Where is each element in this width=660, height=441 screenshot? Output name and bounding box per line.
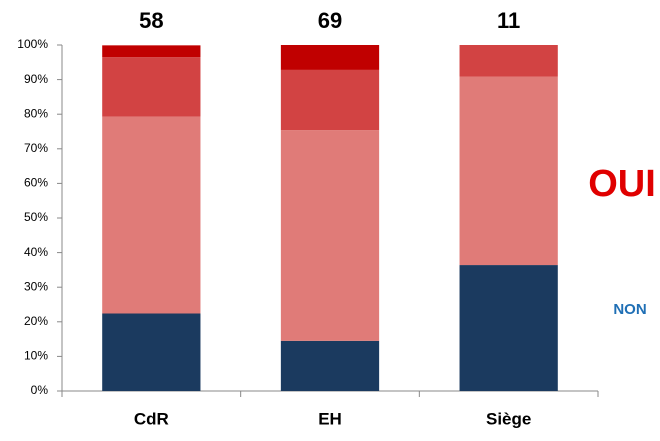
y-tick-label: 100%	[17, 37, 48, 51]
bar-segment	[280, 69, 380, 131]
y-tick-label: 0%	[31, 383, 49, 397]
annotation: OUI	[588, 163, 656, 205]
y-tick-label: 50%	[24, 210, 48, 224]
y-tick-label: 60%	[24, 176, 48, 190]
bar-segment	[102, 313, 201, 391]
y-tick-label: 20%	[24, 314, 48, 328]
bar-segment	[280, 45, 380, 70]
x-tick-label: Siège	[486, 409, 531, 428]
bar-segment	[102, 45, 201, 58]
bar-segment	[280, 340, 380, 391]
annotation: NON	[613, 301, 646, 318]
bar-segment	[459, 265, 558, 391]
y-tick-label: 90%	[24, 72, 48, 86]
total-label: 58	[139, 8, 163, 33]
x-tick-label: CdR	[134, 409, 169, 428]
x-tick-label: EH	[318, 409, 342, 428]
bar-segment	[102, 57, 201, 117]
bar-segment	[459, 45, 558, 77]
y-tick-label: 80%	[24, 106, 48, 120]
y-tick-label: 40%	[24, 245, 48, 259]
bar-segment	[102, 116, 201, 314]
bar-segment	[280, 130, 380, 341]
y-tick-label: 70%	[24, 141, 48, 155]
total-label: 69	[318, 8, 342, 33]
bar-segment	[459, 76, 558, 266]
total-label: 11	[497, 8, 520, 33]
y-tick-label: 30%	[24, 279, 48, 293]
y-tick-label: 10%	[24, 349, 48, 363]
